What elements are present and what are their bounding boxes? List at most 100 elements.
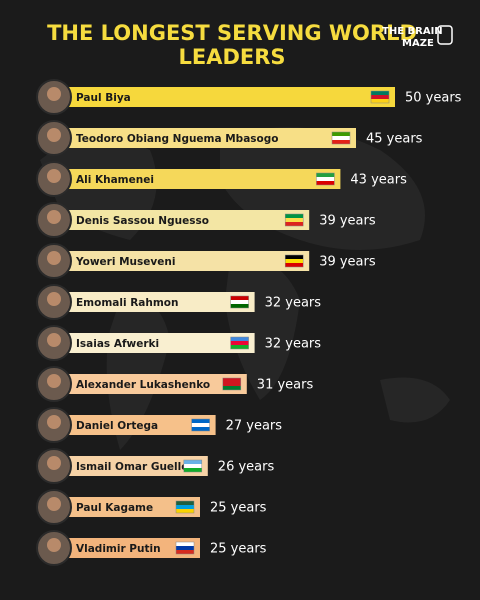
chart-title: THE LONGEST SERVING WORLD LEADERS bbox=[47, 21, 417, 69]
flag-border bbox=[331, 131, 351, 145]
flag-stripe bbox=[285, 259, 304, 263]
flag-stripe bbox=[222, 378, 241, 382]
value-label: 39 years bbox=[319, 255, 376, 270]
leader-name: Denis Sassou Nguesso bbox=[76, 215, 209, 227]
flag-stripe bbox=[285, 255, 304, 259]
flag-stripe bbox=[285, 214, 304, 218]
flag-border bbox=[183, 459, 203, 473]
brand-text: THE BRAIN MAZE bbox=[382, 26, 443, 49]
flag-border bbox=[175, 541, 195, 555]
flag-stripe bbox=[176, 501, 194, 505]
bar bbox=[60, 456, 208, 476]
flag-stripe bbox=[230, 345, 249, 349]
avatar-face bbox=[47, 87, 61, 101]
bar bbox=[60, 497, 200, 517]
flag-stripe bbox=[285, 218, 304, 222]
avatar-face bbox=[47, 374, 61, 388]
value-label: 32 years bbox=[265, 296, 322, 311]
flag-stripe bbox=[316, 177, 335, 181]
flag-stripe bbox=[191, 427, 210, 431]
bar bbox=[60, 128, 356, 148]
flag-stripe bbox=[222, 386, 241, 390]
flag-stripe bbox=[183, 460, 202, 464]
leader-name: Ali Khamenei bbox=[76, 174, 154, 186]
flag-stripe bbox=[176, 542, 194, 546]
avatar-face bbox=[47, 497, 61, 511]
leader-name: Teodoro Obiang Nguema Mbasogo bbox=[76, 133, 278, 145]
flag-stripe bbox=[222, 382, 241, 386]
flag-stripe bbox=[183, 464, 202, 468]
leader-name: Ismail Omar Guelleh bbox=[76, 461, 196, 473]
flag-stripe bbox=[176, 550, 194, 554]
brand-icon bbox=[437, 25, 453, 45]
flag-border bbox=[370, 90, 390, 104]
flag-stripe bbox=[230, 304, 249, 308]
leader-name: Isaias Afwerki bbox=[76, 338, 159, 350]
flag-stripe bbox=[176, 505, 194, 509]
avatar-face bbox=[47, 169, 61, 183]
bar bbox=[60, 374, 247, 394]
flag-stripe bbox=[176, 509, 194, 513]
flag-stripe bbox=[316, 181, 335, 185]
flag-border bbox=[230, 295, 249, 309]
leader-name: Emomali Rahmon bbox=[76, 297, 178, 309]
value-label: 31 years bbox=[257, 378, 314, 393]
brand-logo: THE BRAIN MAZE bbox=[382, 26, 443, 49]
flag-stripe bbox=[371, 99, 389, 103]
leader-name: Paul Biya bbox=[76, 92, 131, 104]
flag-stripe bbox=[285, 222, 304, 226]
avatar-face bbox=[47, 210, 61, 224]
flag-stripe bbox=[191, 419, 210, 423]
flag-border bbox=[175, 500, 195, 514]
flag-stripe bbox=[316, 173, 335, 177]
value-label: 26 years bbox=[218, 460, 275, 475]
bar bbox=[60, 538, 200, 558]
leader-name: Vladimir Putin bbox=[76, 543, 161, 555]
flag-stripe bbox=[230, 300, 249, 304]
bar bbox=[60, 210, 310, 230]
flag-stripe bbox=[191, 423, 210, 427]
bar bbox=[60, 169, 341, 189]
value-label: 39 years bbox=[319, 214, 376, 229]
bar bbox=[60, 292, 255, 312]
avatar-face bbox=[47, 251, 61, 265]
value-label: 27 years bbox=[226, 419, 283, 434]
flag-stripe bbox=[332, 136, 350, 140]
avatar-face bbox=[47, 538, 61, 552]
value-label: 32 years bbox=[265, 337, 322, 352]
avatar-face bbox=[47, 333, 61, 347]
flag-stripe bbox=[176, 546, 194, 550]
flag-stripe bbox=[332, 140, 350, 144]
flag-border bbox=[222, 377, 242, 391]
value-label: 43 years bbox=[350, 173, 407, 188]
leader-name: Yoweri Museveni bbox=[75, 256, 175, 268]
flag-border bbox=[284, 213, 304, 227]
value-label: 25 years bbox=[210, 501, 267, 516]
value-label: 45 years bbox=[366, 132, 423, 147]
value-label: 25 years bbox=[210, 542, 267, 557]
flag-border bbox=[191, 418, 210, 432]
avatar-face bbox=[47, 292, 61, 306]
flag-stripe bbox=[230, 337, 249, 341]
flag-stripe bbox=[371, 95, 389, 99]
flag-stripe bbox=[332, 132, 350, 136]
flag-border bbox=[284, 254, 304, 268]
leader-name: Daniel Ortega bbox=[76, 420, 158, 432]
bar bbox=[60, 333, 255, 353]
flag-stripe bbox=[230, 296, 249, 300]
avatar-face bbox=[47, 128, 61, 142]
flag-stripe bbox=[183, 468, 202, 472]
leader-name: Alexander Lukashenko bbox=[76, 379, 210, 391]
flag-stripe bbox=[285, 263, 304, 267]
bar bbox=[60, 251, 310, 271]
flag-border bbox=[230, 336, 249, 350]
avatar-face bbox=[47, 415, 61, 429]
flag-border bbox=[316, 172, 335, 186]
avatar-face bbox=[47, 456, 61, 470]
leader-name: Paul Kagame bbox=[76, 502, 153, 514]
value-label: 50 years bbox=[405, 91, 462, 106]
flag-stripe bbox=[230, 341, 249, 345]
flag-stripe bbox=[371, 91, 389, 95]
bar bbox=[60, 87, 395, 107]
